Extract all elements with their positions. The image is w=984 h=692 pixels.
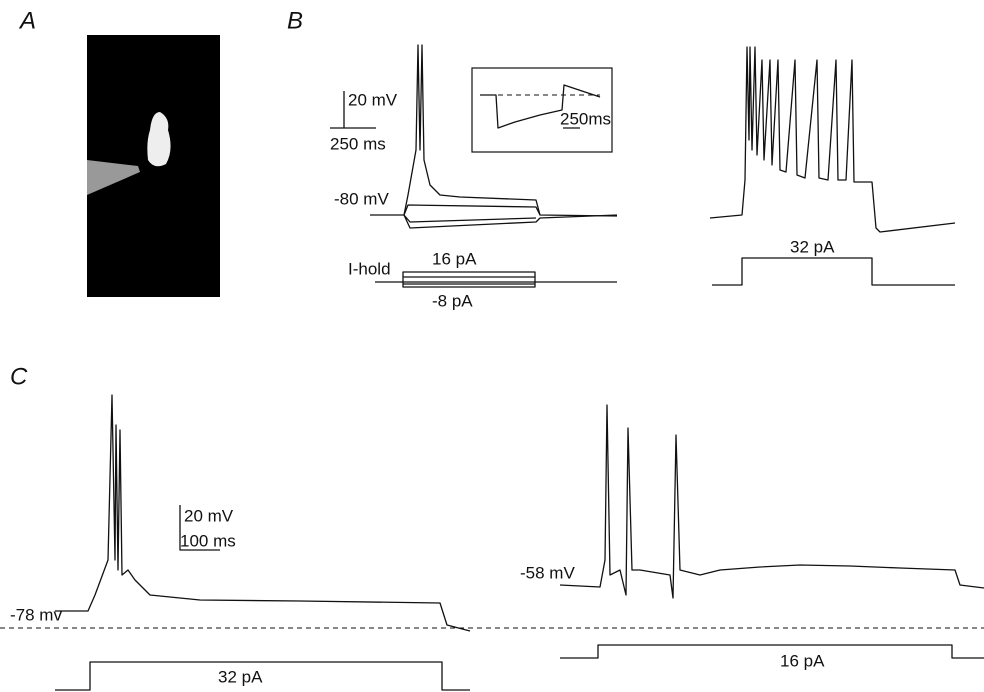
scale-label: 250ms: [560, 109, 611, 128]
scale-bar: [330, 91, 376, 129]
inset: [471, 67, 613, 153]
scale-label: 20 mV: [348, 90, 398, 109]
current-label: 32 pA: [790, 237, 835, 256]
current-step: [375, 271, 617, 288]
inset-trace: [480, 84, 601, 129]
pipette: [87, 160, 140, 195]
current-step: [55, 661, 470, 691]
scale-label: 100 ms: [180, 531, 236, 550]
potential-label: -78 mv: [10, 605, 62, 624]
trace: [709, 46, 956, 233]
scale-label: 20 mV: [184, 506, 234, 525]
current-label: 16 pA: [432, 249, 477, 268]
current-label: 32 pA: [218, 667, 263, 686]
trace: [370, 44, 618, 217]
holding-label: I-hold: [348, 259, 391, 278]
panel-label: C: [10, 363, 28, 390]
trace: [559, 404, 984, 599]
current-step: [560, 644, 984, 659]
panel-label: A: [18, 7, 36, 34]
current-label: -8 pA: [432, 291, 473, 310]
cell: [147, 112, 171, 167]
current-label: 16 pA: [780, 651, 825, 670]
current-step: [712, 257, 955, 286]
potential-label: -58 mV: [520, 563, 575, 582]
potential-label: -80 mV: [334, 189, 389, 208]
scale-label: 250 ms: [330, 134, 386, 153]
scale-bar: [179, 505, 220, 551]
panel-label: B: [287, 7, 303, 34]
trace: [403, 204, 618, 229]
trace: [55, 394, 471, 632]
